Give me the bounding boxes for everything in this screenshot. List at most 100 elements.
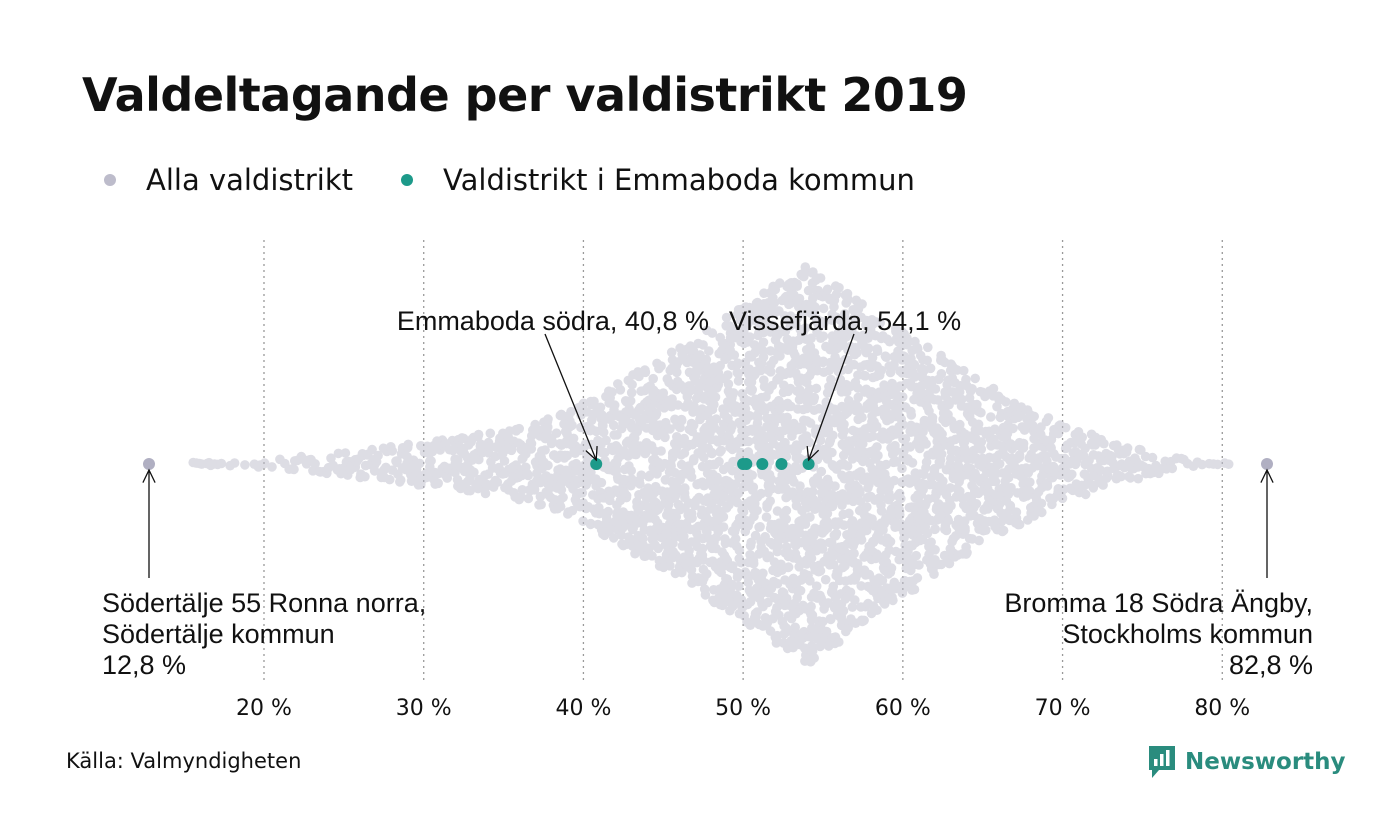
district-point-2995 bbox=[937, 429, 947, 439]
annotation-bromma-line-1: Stockholms kommun bbox=[1062, 619, 1313, 649]
district-point-542 bbox=[609, 400, 620, 410]
district-point-1635 bbox=[775, 278, 785, 288]
xtick-label-80: 80 % bbox=[1194, 696, 1250, 721]
district-point-386 bbox=[567, 505, 578, 516]
district-point-1096 bbox=[710, 392, 721, 403]
district-point-3568 bbox=[1167, 463, 1178, 474]
district-point-3000 bbox=[936, 369, 947, 379]
district-point-599 bbox=[626, 465, 636, 476]
district-point-683 bbox=[640, 367, 651, 378]
district-point-2272 bbox=[837, 616, 847, 626]
district-point-2418 bbox=[855, 496, 866, 507]
district-point-2811 bbox=[907, 458, 918, 468]
district-point-2582 bbox=[875, 318, 885, 328]
district-point-1198 bbox=[721, 503, 732, 513]
district-point-2180 bbox=[828, 430, 838, 441]
district-point-1568 bbox=[766, 474, 777, 484]
xtick-label-40: 40 % bbox=[555, 696, 611, 721]
annotation-vissefjarda-arrow-head bbox=[806, 446, 820, 462]
emmaboda-point-4 bbox=[775, 458, 788, 470]
district-point-42 bbox=[333, 448, 344, 459]
district-point-2082 bbox=[818, 616, 828, 627]
district-point-944 bbox=[686, 472, 697, 482]
xtick-label-30: 30 % bbox=[396, 696, 452, 721]
district-point-1711 bbox=[781, 505, 792, 516]
district-point-2529 bbox=[868, 431, 878, 442]
district-point-1379 bbox=[745, 332, 755, 342]
newsworthy-logo-icon bbox=[1149, 746, 1175, 778]
district-point-822 bbox=[665, 458, 676, 469]
district-point-2084 bbox=[818, 303, 829, 314]
district-point-2562 bbox=[872, 346, 883, 357]
district-point-1104 bbox=[711, 414, 722, 424]
district-point-1497 bbox=[758, 337, 769, 348]
legend-item-emmaboda: Valdistrikt i Emmaboda kommun bbox=[401, 163, 915, 197]
district-point-711 bbox=[647, 551, 657, 561]
legend-label-all: Alla valdistrikt bbox=[146, 163, 354, 197]
district-point-2443 bbox=[859, 615, 869, 626]
district-point-2465 bbox=[860, 371, 870, 381]
district-point-248 bbox=[506, 445, 517, 456]
district-point-3560 bbox=[1147, 452, 1158, 463]
district-point-2849 bbox=[911, 550, 921, 561]
district-point-1256 bbox=[731, 479, 741, 489]
district-point-1265 bbox=[731, 325, 741, 336]
district-point-1538 bbox=[763, 597, 773, 608]
district-point-45 bbox=[340, 448, 351, 458]
district-point-2665 bbox=[885, 492, 896, 503]
district-point-1317 bbox=[738, 507, 749, 517]
district-point-2829 bbox=[909, 359, 919, 370]
district-point-3540 bbox=[1121, 447, 1132, 457]
district-point-418 bbox=[577, 488, 588, 498]
legend-item-all: Alla valdistrikt bbox=[104, 163, 353, 197]
district-point-282 bbox=[522, 469, 533, 479]
district-point-191 bbox=[473, 429, 484, 440]
district-point-3165 bbox=[971, 499, 982, 509]
district-point-3021 bbox=[941, 525, 952, 536]
district-point-1862 bbox=[797, 424, 807, 434]
district-point-68 bbox=[367, 444, 377, 455]
district-point-1339 bbox=[740, 567, 751, 577]
district-point-3095 bbox=[954, 387, 965, 397]
district-point-491 bbox=[597, 410, 607, 420]
district-point-959 bbox=[689, 401, 699, 411]
district-point-902 bbox=[680, 483, 690, 493]
district-point-1143 bbox=[714, 456, 724, 467]
district-point-343 bbox=[551, 428, 562, 439]
district-point-1714 bbox=[781, 542, 792, 552]
district-point-3210 bbox=[981, 525, 991, 535]
district-point-38 bbox=[326, 453, 336, 464]
district-point-1301 bbox=[734, 545, 745, 556]
district-point-556 bbox=[615, 385, 626, 395]
district-point-326 bbox=[543, 422, 553, 432]
legend-label-emmaboda: Valdistrikt i Emmaboda kommun bbox=[443, 163, 915, 197]
district-point-1255 bbox=[729, 350, 740, 360]
district-point-2959 bbox=[930, 524, 940, 535]
district-point-1032 bbox=[700, 590, 711, 600]
district-point-2673 bbox=[886, 563, 897, 573]
district-point-934 bbox=[684, 545, 694, 556]
district-point-495 bbox=[600, 447, 610, 458]
district-point-2631 bbox=[881, 352, 891, 363]
district-point-824 bbox=[667, 394, 677, 404]
legend-marker-emmaboda bbox=[401, 174, 414, 186]
district-point-3487 bbox=[1080, 443, 1090, 454]
district-point-2304 bbox=[842, 295, 853, 306]
district-point-32 bbox=[310, 459, 320, 469]
district-point-950 bbox=[686, 565, 697, 575]
district-point-3441 bbox=[1057, 493, 1068, 504]
district-point-3272 bbox=[995, 490, 1006, 501]
district-point-271 bbox=[517, 485, 528, 495]
district-point-23 bbox=[289, 464, 299, 475]
district-point-1740 bbox=[783, 562, 793, 573]
district-point-2361 bbox=[849, 548, 859, 559]
district-point-3307 bbox=[1006, 482, 1016, 493]
district-point-600 bbox=[626, 387, 637, 398]
district-point-1016 bbox=[698, 340, 708, 350]
annotation-vissefjarda-line-0: Vissefjärda, 54,1 % bbox=[729, 306, 961, 336]
district-point-3314 bbox=[1008, 423, 1018, 434]
district-point-868 bbox=[673, 400, 683, 410]
district-point-1290 bbox=[732, 572, 743, 582]
district-point-1090 bbox=[707, 328, 718, 338]
